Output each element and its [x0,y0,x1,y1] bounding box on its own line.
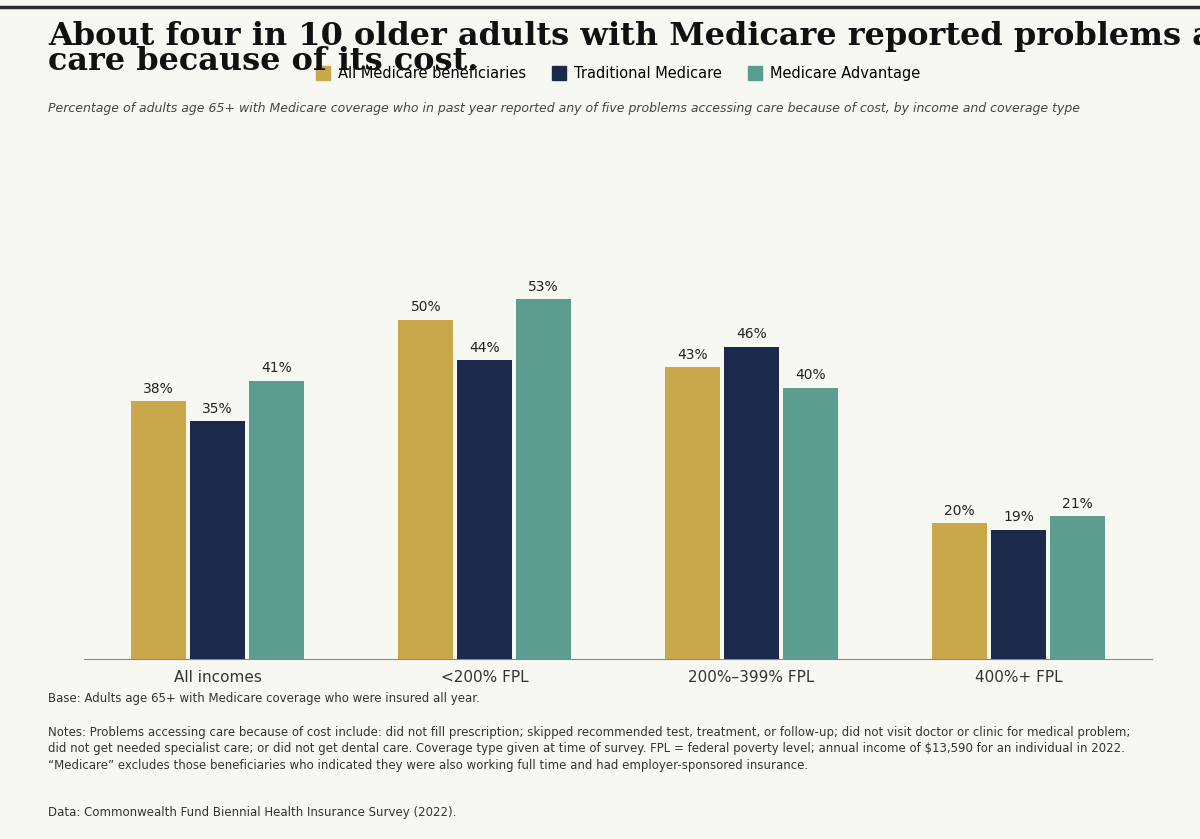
Bar [782,388,838,659]
Bar [991,530,1046,659]
Bar [398,320,454,659]
Text: Data: Commonwealth Fund Biennial Health Insurance Survey (2022).: Data: Commonwealth Fund Biennial Health … [48,806,456,819]
Text: 53%: 53% [528,280,558,294]
Text: 21%: 21% [1062,497,1093,511]
Bar [248,381,304,659]
Legend: All Medicare beneficiaries, Traditional Medicare, Medicare Advantage: All Medicare beneficiaries, Traditional … [310,60,926,87]
Bar [932,523,988,659]
Text: About four in 10 older adults with Medicare reported problems accessing health: About four in 10 older adults with Medic… [48,21,1200,52]
Text: 19%: 19% [1003,510,1034,524]
Bar [724,347,779,659]
Bar [516,300,570,659]
Text: 41%: 41% [260,362,292,375]
Text: 35%: 35% [202,402,233,416]
Text: 50%: 50% [410,300,442,315]
Text: 20%: 20% [944,503,976,518]
Bar [190,421,245,659]
Text: care because of its cost.: care because of its cost. [48,46,479,77]
Bar [666,367,720,659]
Text: 44%: 44% [469,341,500,355]
Text: Base: Adults age 65+ with Medicare coverage who were insured all year.: Base: Adults age 65+ with Medicare cover… [48,692,480,705]
Text: 43%: 43% [678,348,708,362]
Text: 46%: 46% [736,327,767,341]
Text: Notes: Problems accessing care because of cost include: did not fill prescriptio: Notes: Problems accessing care because o… [48,726,1130,772]
Text: 38%: 38% [143,382,174,396]
Text: 40%: 40% [794,368,826,382]
Bar [1050,516,1104,659]
Bar [132,401,186,659]
Text: Percentage of adults age 65+ with Medicare coverage who in past year reported an: Percentage of adults age 65+ with Medica… [48,102,1080,115]
Bar [457,361,512,659]
